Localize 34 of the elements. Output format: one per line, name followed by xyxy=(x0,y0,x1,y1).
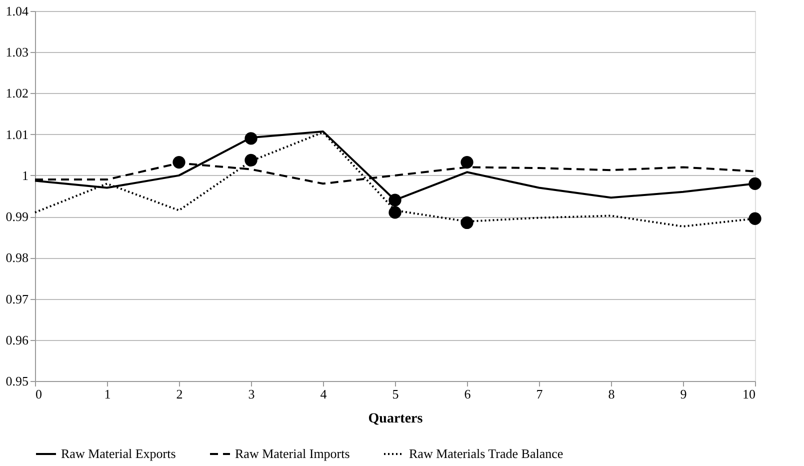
point xyxy=(748,212,762,225)
y-tick-label: 1.03 xyxy=(6,44,28,60)
x-tick-label: 2 xyxy=(176,386,183,402)
point xyxy=(244,132,258,145)
point xyxy=(388,194,402,206)
point xyxy=(460,156,474,169)
y-tick-label: 0.97 xyxy=(6,291,29,306)
x-tick-label: 0 xyxy=(36,386,42,402)
legend-label: Raw Material Exports xyxy=(61,446,176,461)
point xyxy=(748,177,762,190)
legend-label: Raw Materials Trade Balance xyxy=(409,446,564,461)
x-tick-label: 3 xyxy=(248,386,255,402)
y-tick-label: 1 xyxy=(22,168,28,183)
y-tick-label: 1.02 xyxy=(6,86,28,101)
point xyxy=(172,156,186,169)
y-tick-label: 0.95 xyxy=(6,374,28,388)
x-tick-label: 10 xyxy=(742,386,756,402)
x-tick-label: 9 xyxy=(680,386,687,402)
x-tick-label: 8 xyxy=(608,386,615,402)
y-tick-label: 1.01 xyxy=(6,126,28,142)
x-axis-title: Quarters xyxy=(368,412,424,426)
point xyxy=(388,206,402,219)
point xyxy=(460,216,474,230)
x-tick-label: 4 xyxy=(320,386,328,402)
y-tick-label: 0.99 xyxy=(6,209,28,224)
x-tick-label: 6 xyxy=(464,386,472,402)
y-tick-label: 0.96 xyxy=(6,332,29,348)
legend-label: Raw Material Imports xyxy=(235,446,350,461)
y-tick-label: 0.98 xyxy=(6,250,28,266)
x-tick-label: 7 xyxy=(536,386,544,402)
y-tick-label: 1.04 xyxy=(6,4,29,18)
x-tick-label: 1 xyxy=(104,386,111,402)
x-tick-label: 5 xyxy=(392,386,399,402)
point xyxy=(244,154,258,167)
